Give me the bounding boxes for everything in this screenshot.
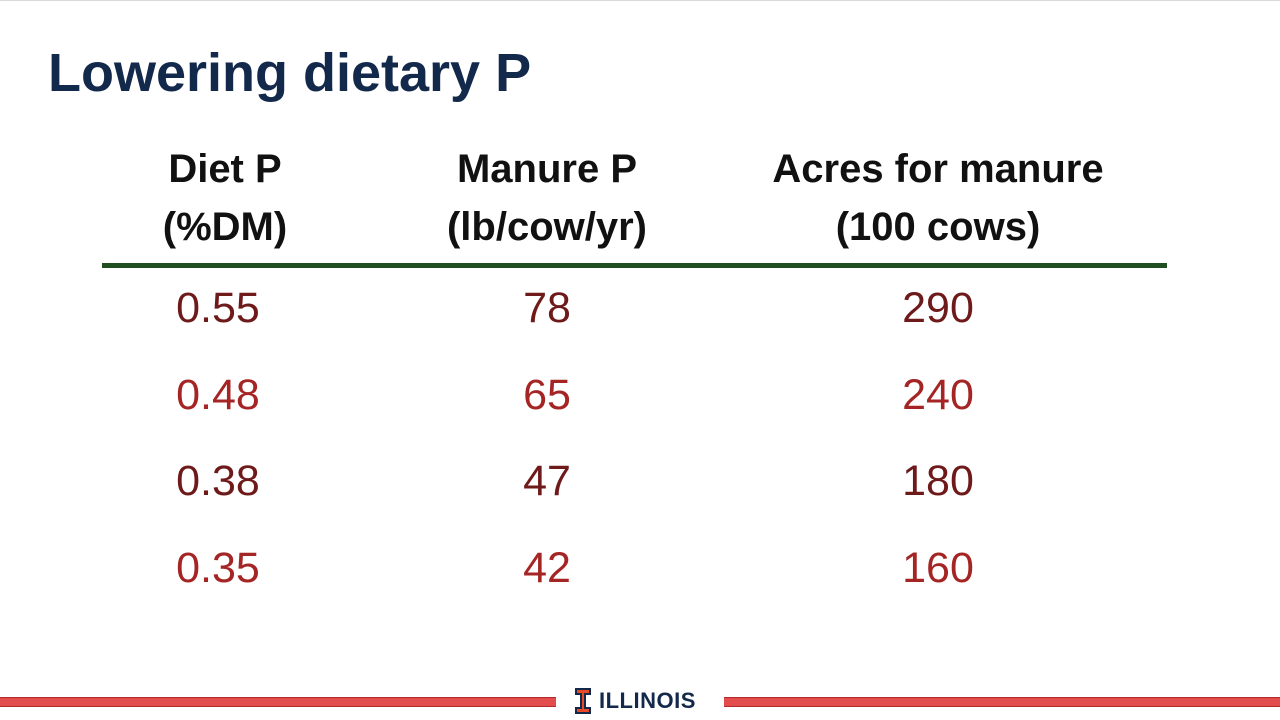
table-cell: 240 (902, 371, 974, 419)
column-header-line: Manure P (456, 147, 638, 191)
table-cell: 65 (523, 371, 571, 419)
table-cell: 0.48 (176, 371, 260, 419)
top-border (0, 0, 1280, 1)
column-header-line: Diet P (168, 147, 282, 191)
table-cell: 42 (523, 544, 571, 592)
block-i-icon (575, 688, 591, 714)
column-header-line: (100 cows) (835, 205, 1041, 249)
footer-bar-left (0, 697, 556, 707)
table-cell: 0.35 (176, 544, 260, 592)
footer-bar-right (724, 697, 1280, 707)
illinois-logo: ILLINOIS (575, 688, 696, 714)
header-divider (102, 263, 1167, 268)
table-cell: 0.38 (176, 457, 260, 505)
table-cell: 290 (902, 284, 974, 332)
column-header-manure-p: Manure P (lb/cow/yr) (397, 140, 697, 256)
column-header-line: (lb/cow/yr) (446, 205, 648, 249)
slide-title: Lowering dietary P (48, 43, 532, 103)
table-cell: 160 (902, 544, 974, 592)
column-header-line: (%DM) (162, 205, 288, 249)
table-cell: 0.55 (176, 284, 260, 332)
column-header-diet-p: Diet P (%DM) (110, 140, 340, 256)
column-header-acres: Acres for manure (100 cows) (718, 140, 1158, 256)
table-cell: 47 (523, 457, 571, 505)
table-cell: 78 (523, 284, 571, 332)
column-header-line: Acres for manure (772, 147, 1104, 191)
logo-text: ILLINOIS (599, 688, 696, 713)
table-cell: 180 (902, 457, 974, 505)
